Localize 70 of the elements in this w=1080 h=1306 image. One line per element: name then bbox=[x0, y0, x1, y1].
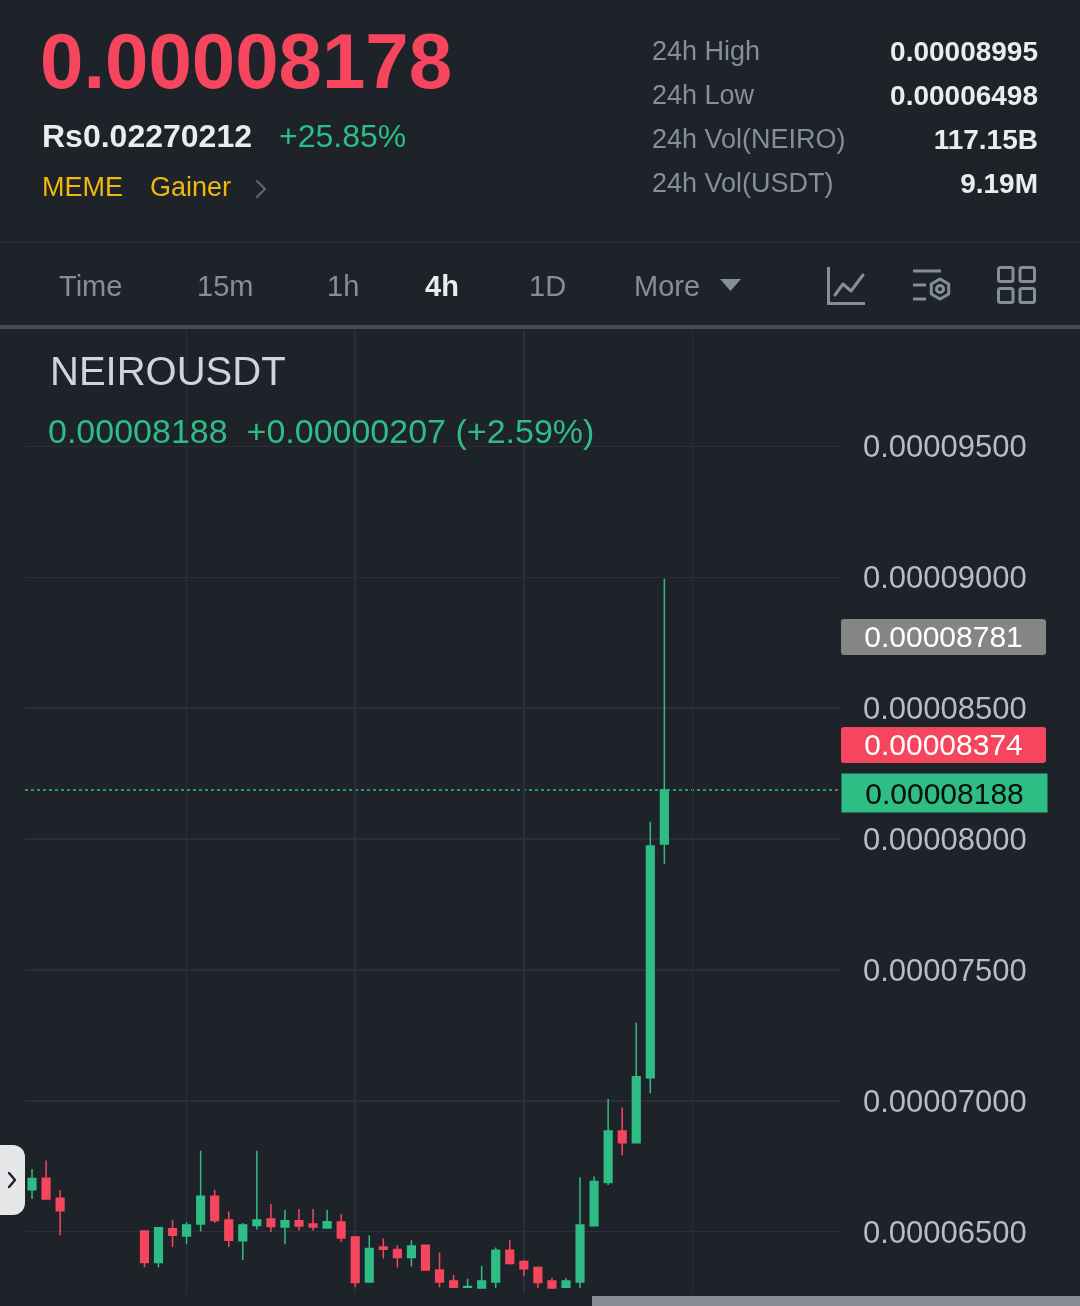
candlestick bbox=[617, 1106, 627, 1157]
candlestick bbox=[336, 1213, 346, 1243]
text: Gainer bbox=[150, 172, 232, 204]
y-tick-label: 0.00009000 bbox=[863, 560, 1027, 596]
text: 24h Low bbox=[652, 80, 755, 112]
y-tick-label: 0.00008000 bbox=[863, 821, 1027, 857]
candlestick bbox=[420, 1244, 431, 1271]
candlestick bbox=[645, 821, 655, 1094]
candlestick bbox=[210, 1189, 220, 1224]
candlestick bbox=[392, 1244, 402, 1269]
text: Rs0.02270212 bbox=[42, 117, 252, 155]
text: 4h bbox=[425, 270, 459, 304]
text: 24h High bbox=[652, 36, 761, 68]
text: 24h Vol(USDT) bbox=[652, 168, 834, 200]
candlestick bbox=[434, 1251, 445, 1288]
text: 1h bbox=[327, 270, 360, 304]
text: NEIROUSDT bbox=[50, 348, 286, 394]
text: Time bbox=[59, 270, 123, 304]
text: 24h Vol(NEIRO) bbox=[652, 124, 846, 156]
candlestick bbox=[224, 1210, 234, 1248]
candlestick bbox=[252, 1150, 262, 1231]
ref-line-label: 0.00008188 bbox=[865, 776, 1024, 810]
text: 9.19M bbox=[960, 167, 1038, 201]
candlestick bbox=[364, 1234, 374, 1283]
candlestick bbox=[561, 1277, 571, 1289]
candlestick bbox=[547, 1277, 557, 1289]
candlestick bbox=[280, 1209, 290, 1246]
candlestick bbox=[27, 1168, 37, 1200]
candlestick bbox=[378, 1237, 388, 1260]
candlestick bbox=[55, 1189, 65, 1237]
candlestick bbox=[477, 1265, 487, 1289]
y-tick-label: 0.00008500 bbox=[863, 691, 1027, 727]
text: 15m bbox=[197, 270, 254, 304]
candlestick bbox=[631, 1022, 641, 1144]
y-tick-label: 0.00007500 bbox=[863, 952, 1027, 988]
candlestick bbox=[266, 1203, 276, 1233]
candlestick bbox=[182, 1221, 192, 1246]
candlestick bbox=[505, 1239, 515, 1266]
text: More bbox=[634, 270, 701, 304]
candlestick bbox=[448, 1274, 459, 1288]
text: 117.15B bbox=[933, 123, 1038, 157]
candlestick bbox=[153, 1227, 164, 1269]
candlestick bbox=[519, 1259, 529, 1277]
text: 0.00008781 bbox=[841, 619, 1046, 655]
candlestick bbox=[589, 1175, 599, 1227]
candlestick bbox=[238, 1222, 248, 1261]
text: 0.00008188 +0.00000207 (+2.59%) bbox=[48, 412, 595, 452]
candlestick bbox=[603, 1098, 613, 1186]
candlestick bbox=[533, 1265, 543, 1289]
candlestick bbox=[575, 1176, 585, 1289]
candlestick bbox=[308, 1208, 318, 1232]
candlestick bbox=[322, 1209, 332, 1230]
candlestick bbox=[139, 1229, 150, 1269]
candlestick bbox=[350, 1235, 360, 1288]
y-tick-label: 0.00007000 bbox=[863, 1083, 1027, 1119]
y-tick-label: 0.00006500 bbox=[863, 1214, 1027, 1250]
text: MEME bbox=[42, 172, 123, 204]
candlestick bbox=[406, 1239, 417, 1268]
text: 0.00008178 bbox=[40, 17, 453, 107]
text: 1D bbox=[529, 270, 567, 304]
candlestick bbox=[294, 1208, 304, 1232]
candlestick bbox=[196, 1150, 206, 1233]
candlestick bbox=[167, 1219, 178, 1248]
candlestick bbox=[491, 1246, 501, 1289]
text: 0.00006498 bbox=[890, 79, 1038, 113]
text: 0.00008374 bbox=[841, 727, 1046, 763]
text: 0.00008995 bbox=[890, 35, 1038, 69]
text: +25.85% bbox=[279, 117, 407, 155]
y-tick-label: 0.00009500 bbox=[863, 429, 1027, 465]
candlestick bbox=[41, 1159, 51, 1200]
